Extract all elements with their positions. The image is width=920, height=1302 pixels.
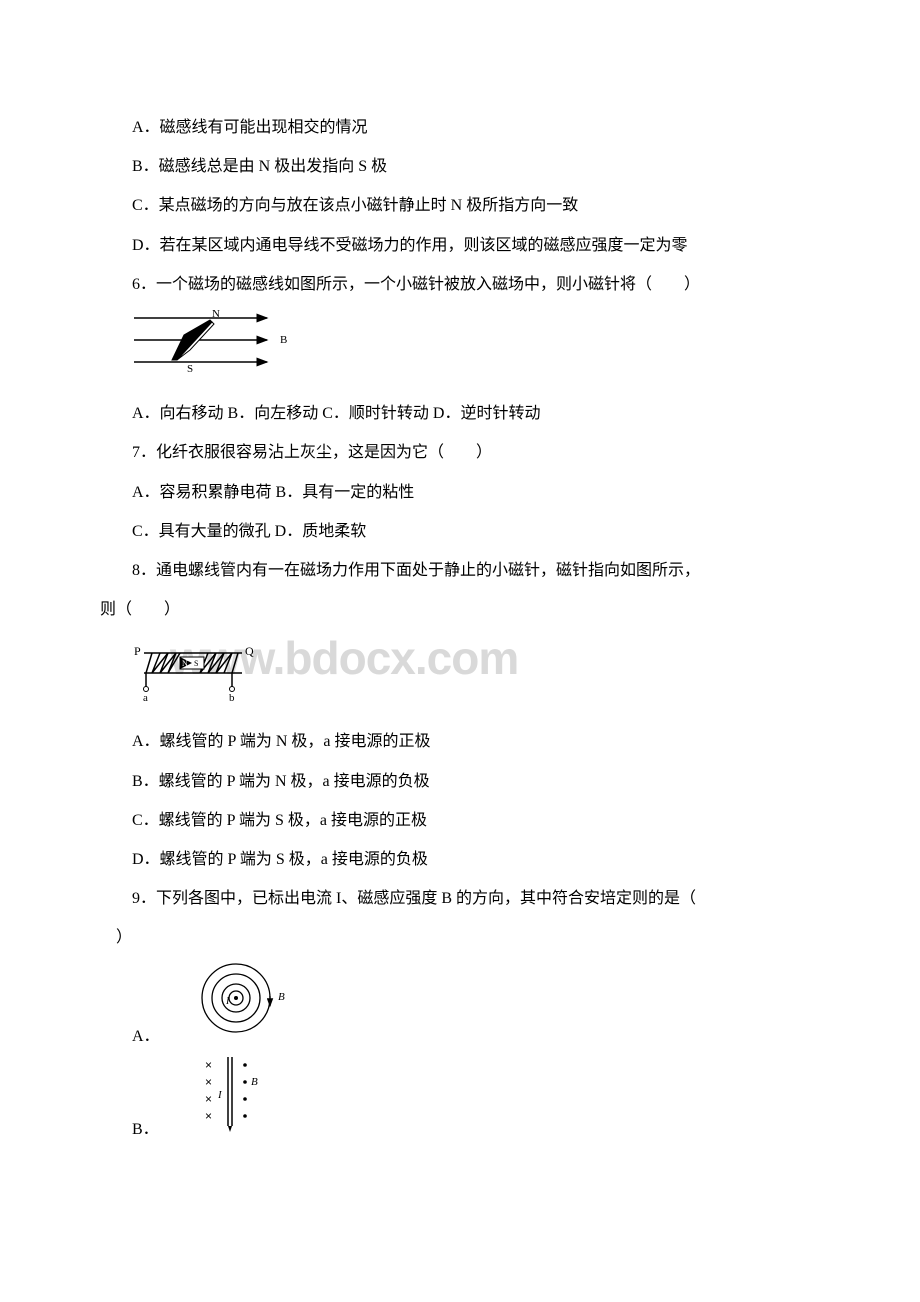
q9-stem-2: ） — [100, 920, 820, 955]
q9-option-b-label: B． — [100, 1112, 159, 1147]
q9-option-b: B． × × × × I B — [100, 1054, 820, 1147]
document-content: A．磁感线有可能出现相交的情况 B．磁感线总是由 N 极出发指向 S 极 C．某… — [100, 110, 820, 1147]
q9a-label-i: I — [225, 996, 230, 1007]
q7-stem: 7．化纤衣服很容易沾上灰尘，这是因为它（ ） — [100, 435, 820, 470]
q8-stem-2: 则（ ） — [100, 592, 820, 627]
q9a-label-b: B — [278, 991, 285, 1003]
q9b-label-b: B — [251, 1076, 258, 1088]
q6-label-n: N — [212, 310, 220, 320]
q5-option-a: A．磁感线有可能出现相交的情况 — [100, 110, 820, 145]
q6-label-b: B — [280, 334, 287, 346]
q6-diagram: N S B — [132, 310, 820, 388]
q8-label-b: b — [229, 692, 235, 703]
q5-option-b: B．磁感线总是由 N 极出发指向 S 极 — [100, 149, 820, 184]
q9-stem-1: 9．下列各图中，已标出电流 I、磁感应强度 B 的方向，其中符合安培定则的是（ — [100, 881, 820, 916]
svg-text:×: × — [205, 1092, 212, 1106]
svg-text:×: × — [205, 1058, 212, 1072]
q8-label-s: S — [194, 659, 198, 668]
q8-option-d: D．螺线管的 P 端为 S 极，a 接电源的负极 — [100, 842, 820, 877]
q8-label-n: N — [182, 659, 188, 668]
q8-option-a: A．螺线管的 P 端为 N 极，a 接电源的正极 — [100, 724, 820, 759]
q8-option-c: C．螺线管的 P 端为 S 极，a 接电源的正极 — [100, 803, 820, 838]
svg-text:×: × — [205, 1075, 212, 1089]
q5-option-c: C．某点磁场的方向与放在该点小磁针静止时 N 极所指方向一致 — [100, 188, 820, 223]
q8-stem-1: 8．通电螺线管内有一在磁场力作用下面处于静止的小磁针，磁针指向如图所示， — [100, 553, 820, 588]
q9b-label-i: I — [217, 1089, 223, 1101]
q7-options-2: C．具有大量的微孔 D．质地柔软 — [100, 514, 820, 549]
q7-options-1: A．容易积累静电荷 B．具有一定的粘性 — [100, 475, 820, 510]
q9-option-a-label: A． — [100, 1019, 160, 1054]
q6-options: A．向右移动 B．向左移动 C．顺时针转动 D．逆时针转动 — [100, 396, 820, 431]
svg-text:×: × — [205, 1109, 212, 1123]
q5-option-d: D．若在某区域内通电导线不受磁场力的作用，则该区域的磁感应强度一定为零 — [100, 228, 820, 263]
q8-label-a: a — [143, 692, 148, 703]
q6-label-s: S — [187, 363, 193, 375]
q9-option-a: A． I B — [100, 956, 820, 1054]
q8-diagram: N S P Q a b — [132, 635, 820, 716]
q6-stem: 6．一个磁场的磁感线如图所示，一个小磁针被放入磁场中，则小磁针将（ ） — [100, 267, 820, 302]
q8-label-q: Q — [245, 644, 254, 658]
q8-label-p: P — [134, 644, 141, 658]
q8-option-b: B．螺线管的 P 端为 N 极，a 接电源的负极 — [100, 764, 820, 799]
